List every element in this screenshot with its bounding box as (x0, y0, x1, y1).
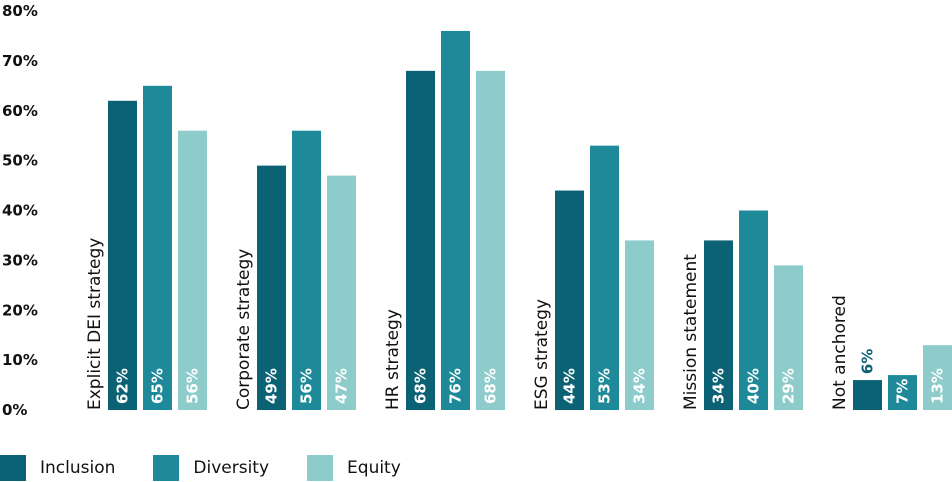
bar-equity-esg-strategy (625, 240, 654, 410)
bar-equity-hr-strategy (476, 70, 505, 410)
value-label-inclusion-explicit-dei-strategy: 62% (114, 368, 132, 404)
bar-group-explicit-dei-strategy: Explicit DEI strategy 62% 65% 56% (85, 85, 207, 411)
legend-item-inclusion: Inclusion (0, 455, 115, 481)
y-tick-label-10: 10% (2, 351, 38, 369)
legend-item-equity: Equity (307, 455, 401, 481)
bar-diversity-mission-statement (739, 210, 768, 410)
bar-equity-explicit-dei-strategy (178, 130, 207, 410)
bar-equity-not-anchored (923, 345, 952, 410)
y-tick-label-80: 80% (2, 2, 38, 20)
value-label-equity-esg-strategy: 34% (631, 368, 649, 404)
value-label-diversity-not-anchored: 7% (894, 379, 912, 404)
bar-inclusion-esg-strategy (555, 190, 584, 410)
y-tick-label-30: 30% (2, 251, 38, 269)
value-label-equity-corporate-strategy: 47% (333, 368, 351, 404)
value-label-inclusion-esg-strategy: 44% (561, 368, 579, 404)
bar-diversity-esg-strategy (590, 145, 619, 410)
bar-diversity-corporate-strategy (292, 130, 321, 410)
value-label-inclusion-corporate-strategy: 49% (263, 368, 281, 404)
bar-group-hr-strategy: HR strategy 68% 76% 68% (383, 30, 505, 410)
legend-swatch-inclusion (0, 455, 26, 481)
category-label-explicit-dei-strategy: Explicit DEI strategy (85, 238, 105, 410)
y-tick-label-40: 40% (2, 202, 38, 220)
legend-swatch-diversity (153, 455, 180, 481)
y-tick-label-70: 70% (2, 52, 38, 70)
bar-equity-corporate-strategy (327, 175, 356, 410)
bar-chart: 0% 10% 20% 30% 40% 50% 60% 70% 80% Explicit DEI … (2, 2, 952, 419)
legend-label-diversity: Diversity (193, 458, 270, 478)
bar-group-corporate-strategy: Corporate strategy 49% 56% 47% (234, 130, 356, 410)
value-label-equity-hr-strategy: 68% (482, 368, 500, 404)
category-label-esg-strategy: ESG strategy (532, 299, 552, 410)
value-label-diversity-mission-statement: 40% (745, 368, 763, 404)
y-axis: 0% 10% 20% 30% 40% 50% 60% 70% 80% (2, 2, 38, 419)
bar-inclusion-corporate-strategy (257, 165, 286, 410)
bar-inclusion-hr-strategy (406, 70, 435, 410)
value-label-equity-not-anchored: 13% (929, 368, 947, 404)
category-label-not-anchored: Not anchored (830, 295, 850, 410)
value-label-inclusion-hr-strategy: 68% (412, 368, 430, 404)
bar-group-esg-strategy: ESG strategy 44% 53% 34% (532, 145, 654, 410)
value-label-diversity-explicit-dei-strategy: 65% (149, 368, 167, 404)
category-label-hr-strategy: HR strategy (383, 309, 403, 410)
legend-item-diversity: Diversity (153, 455, 269, 481)
bar-equity-mission-statement (774, 265, 803, 410)
value-label-inclusion-not-anchored: 6% (859, 349, 877, 374)
bar-inclusion-explicit-dei-strategy (108, 100, 137, 411)
bar-group-not-anchored: Not anchored 6% 7% 13% (830, 295, 952, 410)
y-tick-label-20: 20% (2, 301, 38, 319)
legend-swatch-equity (307, 455, 334, 481)
value-label-inclusion-mission-statement: 34% (710, 368, 728, 404)
value-label-diversity-corporate-strategy: 56% (298, 368, 316, 404)
bar-groups: Explicit DEI strategy 62% 65% 56% Corporate … (85, 30, 952, 411)
value-label-diversity-hr-strategy: 76% (447, 368, 465, 404)
bar-inclusion-mission-statement (704, 240, 733, 410)
bar-diversity-not-anchored (888, 375, 917, 410)
legend-label-inclusion: Inclusion (40, 458, 116, 478)
value-label-equity-mission-statement: 29% (780, 368, 798, 404)
category-label-mission-statement: Mission statement (681, 254, 701, 410)
category-label-corporate-strategy: Corporate strategy (234, 249, 254, 410)
legend: Inclusion Diversity Equity (0, 455, 439, 481)
y-tick-label-60: 60% (2, 102, 38, 120)
y-tick-label-50: 50% (2, 152, 38, 170)
bar-diversity-explicit-dei-strategy (143, 85, 172, 410)
bar-diversity-hr-strategy (441, 30, 470, 410)
value-label-equity-explicit-dei-strategy: 56% (184, 368, 202, 404)
value-label-diversity-esg-strategy: 53% (596, 368, 614, 404)
legend-label-equity: Equity (347, 458, 401, 478)
bar-group-mission-statement: Mission statement 34% 40% 29% (681, 210, 803, 410)
y-tick-label-0: 0% (2, 401, 27, 419)
bar-inclusion-not-anchored (853, 380, 882, 410)
